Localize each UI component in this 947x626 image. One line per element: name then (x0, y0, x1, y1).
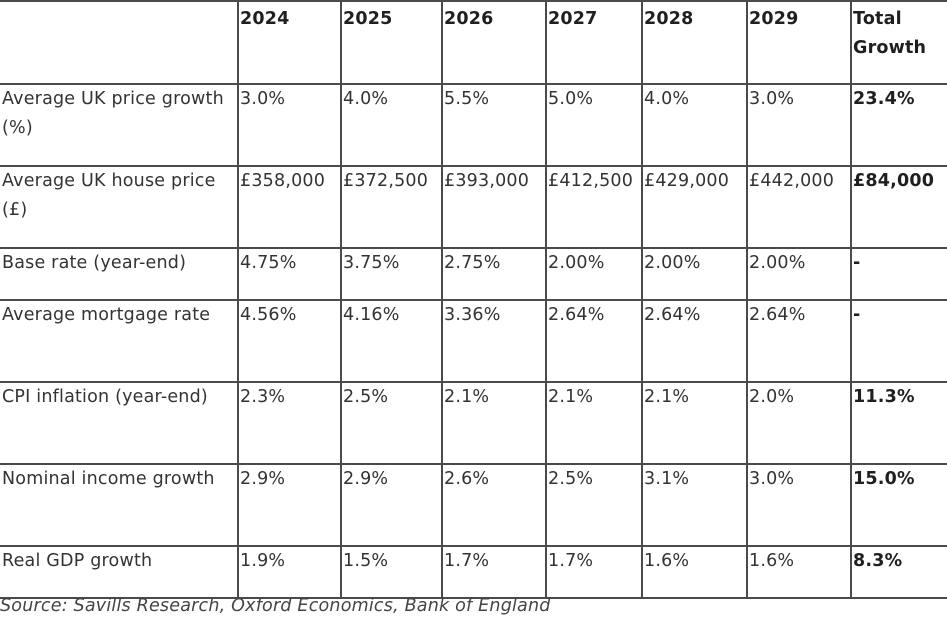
data-cell: 4.0% (340, 83, 443, 167)
data-cell: 1.5% (340, 545, 443, 599)
data-cell: 3.0% (237, 83, 342, 167)
data-cell: 1.7% (441, 545, 547, 599)
header-row: 2024 2025 2026 2027 2028 2029 Total Grow… (0, 0, 947, 85)
data-cell: 3.75% (340, 247, 443, 301)
data-cell: 2.9% (340, 463, 443, 547)
data-cell: £442,000 (746, 165, 852, 249)
data-cell: 3.1% (641, 463, 748, 547)
data-cell: 1.9% (237, 545, 342, 599)
data-cell: £429,000 (641, 165, 748, 249)
data-cell: 2.0% (746, 381, 852, 465)
data-cell: 2.5% (545, 463, 643, 547)
row-label: Nominal income growth (0, 463, 239, 547)
row-label: Average UK house price (£) (0, 165, 239, 249)
row-label: Average mortgage rate (0, 299, 239, 383)
data-cell: £372,500 (340, 165, 443, 249)
data-cell: 2.1% (641, 381, 748, 465)
data-cell: 2.00% (641, 247, 748, 301)
total-cell: - (850, 299, 947, 383)
data-cell: 2.9% (237, 463, 342, 547)
data-cell: 2.64% (641, 299, 748, 383)
header-cell-2027: 2027 (545, 0, 643, 85)
data-cell: £393,000 (441, 165, 547, 249)
header-cell-total-growth: Total Growth (850, 0, 947, 85)
data-cell: £358,000 (237, 165, 342, 249)
total-cell: 15.0% (850, 463, 947, 547)
data-cell: 3.0% (746, 463, 852, 547)
table-body: Average UK price growth (%) 3.0% 4.0% 5.… (0, 83, 947, 599)
data-cell: 3.0% (746, 83, 852, 167)
data-cell: 3.36% (441, 299, 547, 383)
table-row: Average mortgage rate 4.56% 4.16% 3.36% … (0, 299, 947, 383)
data-cell: 2.00% (545, 247, 643, 301)
total-cell: 23.4% (850, 83, 947, 167)
data-cell: 4.0% (641, 83, 748, 167)
source-note: Source: Savills Research, Oxford Economi… (0, 596, 551, 616)
data-cell: 4.56% (237, 299, 342, 383)
row-label: Base rate (year-end) (0, 247, 239, 301)
table-row: Average UK price growth (%) 3.0% 4.0% 5.… (0, 83, 947, 167)
row-label: Real GDP growth (0, 545, 239, 599)
total-cell: £84,000 (850, 165, 947, 249)
header-cell-2028: 2028 (641, 0, 748, 85)
total-cell: - (850, 247, 947, 301)
table-row: Average UK house price (£) £358,000 £372… (0, 165, 947, 249)
data-cell: 4.75% (237, 247, 342, 301)
header-cell-2025: 2025 (340, 0, 443, 85)
header-cell-blank (0, 0, 239, 85)
data-cell: 2.5% (340, 381, 443, 465)
data-cell: 2.64% (746, 299, 852, 383)
table-row: Nominal income growth 2.9% 2.9% 2.6% 2.5… (0, 463, 947, 547)
data-cell: 2.1% (441, 381, 547, 465)
data-cell: 2.6% (441, 463, 547, 547)
table-row: Base rate (year-end) 4.75% 3.75% 2.75% 2… (0, 247, 947, 301)
data-cell: 5.0% (545, 83, 643, 167)
data-cell: 2.75% (441, 247, 547, 301)
data-cell: 1.7% (545, 545, 643, 599)
total-cell: 8.3% (850, 545, 947, 599)
header-cell-2024: 2024 (237, 0, 342, 85)
data-cell: 1.6% (746, 545, 852, 599)
data-cell: 2.3% (237, 381, 342, 465)
data-cell: 4.16% (340, 299, 443, 383)
table-row: CPI inflation (year-end) 2.3% 2.5% 2.1% … (0, 381, 947, 465)
row-label: CPI inflation (year-end) (0, 381, 239, 465)
forecast-table: 2024 2025 2026 2027 2028 2029 Total Grow… (0, 0, 947, 599)
data-cell: 1.6% (641, 545, 748, 599)
total-cell: 11.3% (850, 381, 947, 465)
data-cell: 2.64% (545, 299, 643, 383)
row-label: Average UK price growth (%) (0, 83, 239, 167)
data-cell: 2.00% (746, 247, 852, 301)
data-cell: £412,500 (545, 165, 643, 249)
header-cell-2029: 2029 (746, 0, 852, 85)
data-cell: 5.5% (441, 83, 547, 167)
header-cell-2026: 2026 (441, 0, 547, 85)
data-cell: 2.1% (545, 381, 643, 465)
table-row: Real GDP growth 1.9% 1.5% 1.7% 1.7% 1.6%… (0, 545, 947, 599)
